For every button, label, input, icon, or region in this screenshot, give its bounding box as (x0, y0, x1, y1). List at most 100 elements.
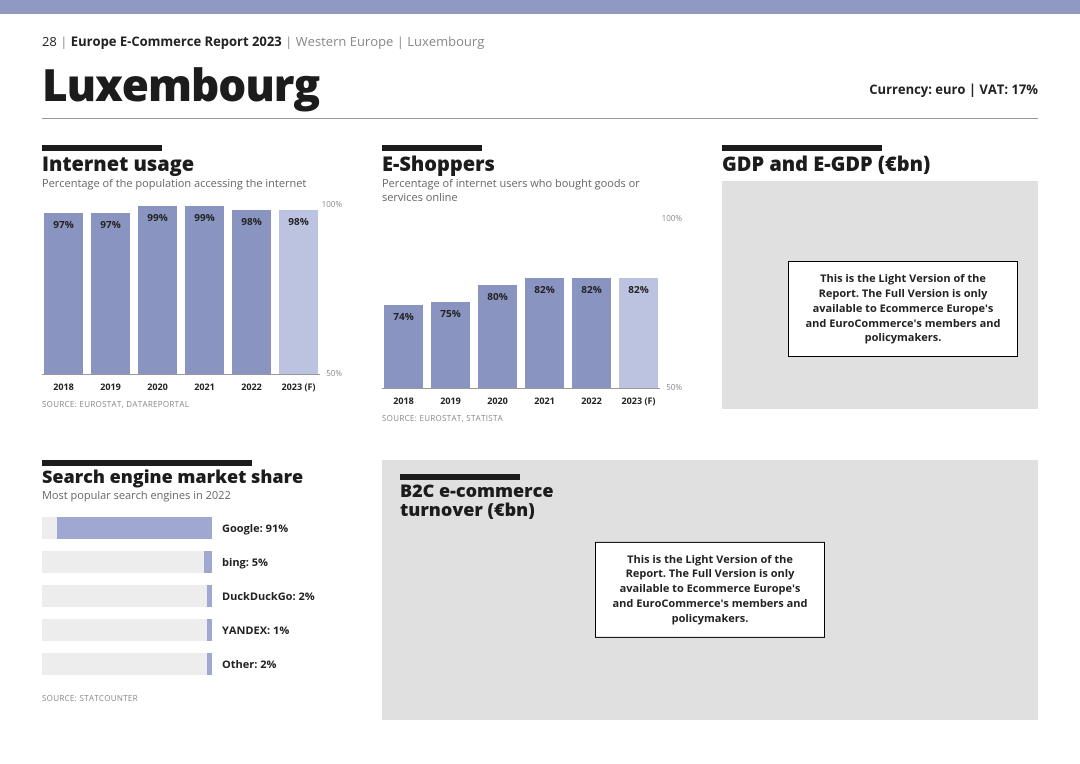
bar-wrap: 99% (185, 203, 224, 374)
hbar-row: DuckDuckGo: 2% (42, 585, 342, 607)
bar-value-label: 99% (185, 210, 224, 224)
bar-value-label: 82% (572, 282, 611, 296)
x-label: 2021 (185, 376, 224, 393)
source-text: SOURCE: EUROSTAT, STATISTA (382, 413, 682, 424)
gdp-section: GDP and E-GDP (€bn) This is the Light Ve… (722, 145, 1038, 424)
bar: 75% (431, 302, 470, 388)
hbar-label: YANDEX: 1% (222, 623, 289, 638)
bar-wrap: 74% (384, 217, 423, 388)
hbar-fill (204, 551, 213, 573)
bar: 99% (185, 206, 224, 374)
section-subtitle: Percentage of the population accessing t… (42, 177, 342, 191)
x-label: 2018 (384, 390, 423, 407)
bar-wrap: 97% (44, 203, 83, 374)
x-label: 2020 (138, 376, 177, 393)
bar-wrap: 98% (279, 203, 318, 374)
bar-wrap: 97% (91, 203, 130, 374)
bar: 97% (44, 213, 83, 374)
ytick-top: 100% (662, 213, 682, 224)
section-title: B2C e-commerce turnover (€bn) (400, 482, 600, 522)
country: Luxembourg (407, 32, 484, 50)
bar-wrap: 99% (138, 203, 177, 374)
hbar-row: bing: 5% (42, 551, 342, 573)
x-label: 2022 (232, 376, 271, 393)
hbar-fill (207, 653, 212, 675)
hbar-fill (57, 517, 212, 539)
hbar-fill (207, 585, 212, 607)
section-title: E-Shoppers (382, 153, 682, 175)
x-label: 2022 (572, 390, 611, 407)
section-subtitle: Most popular search engines in 2022 (42, 489, 342, 503)
x-label: 2020 (478, 390, 517, 407)
bar: 82% (525, 278, 564, 387)
page-number: 28 (42, 32, 57, 50)
hbar-label: Other: 2% (222, 657, 276, 672)
search-section: Search engine market share Most popular … (42, 460, 342, 720)
bar-wrap: 82% (572, 217, 611, 388)
bar-value-label: 97% (44, 217, 83, 231)
locked-message: This is the Light Version of the Report.… (788, 261, 1018, 357)
x-label: 2018 (44, 376, 83, 393)
bar-value-label: 82% (525, 282, 564, 296)
title-divider (42, 118, 1038, 119)
bar-value-label: 98% (232, 214, 271, 228)
section-title: Search engine market share (42, 468, 342, 488)
bar: 98% (232, 210, 271, 374)
bar-value-label: 74% (384, 309, 423, 323)
bar-wrap: 82% (619, 217, 658, 388)
ytick-bottom: 50% (666, 382, 682, 393)
hbar-track (42, 653, 212, 675)
bar: 97% (91, 213, 130, 374)
bar: 98% (279, 210, 318, 374)
bar: 82% (619, 278, 658, 387)
x-label: 2019 (431, 390, 470, 407)
bar-value-label: 99% (138, 210, 177, 224)
hbar-row: YANDEX: 1% (42, 619, 342, 641)
bar: 80% (478, 285, 517, 388)
internet-usage-section: Internet usage Percentage of the populat… (42, 145, 342, 424)
hbar-track (42, 619, 212, 641)
bar-value-label: 80% (478, 289, 517, 303)
x-label: 2021 (525, 390, 564, 407)
eshoppers-chart: 100% 74%75%80%82%82%82% 50% 201820192020… (382, 217, 682, 407)
region: Western Europe (296, 32, 394, 50)
bar-value-label: 98% (279, 214, 318, 228)
locked-message: This is the Light Version of the Report.… (595, 541, 825, 637)
bar-value-label: 82% (619, 282, 658, 296)
report-name: Europe E-Commerce Report 2023 (71, 32, 282, 50)
bar-wrap: 75% (431, 217, 470, 388)
internet-usage-chart: 100% 97%97%99%99%98%98% 50% 201820192020… (42, 203, 342, 393)
bar: 99% (138, 206, 177, 374)
hbar-label: bing: 5% (222, 555, 268, 570)
hbar-track (42, 551, 212, 573)
section-subtitle: Percentage of internet users who bought … (382, 177, 682, 205)
hbar-label: DuckDuckGo: 2% (222, 589, 315, 604)
eshoppers-section: E-Shoppers Percentage of internet users … (382, 145, 682, 424)
bar-value-label: 97% (91, 217, 130, 231)
top-accent-bar (0, 0, 1080, 14)
ytick-bottom: 50% (326, 368, 342, 379)
x-label: 2023 (F) (619, 390, 658, 407)
bar: 74% (384, 305, 423, 387)
bar: 82% (572, 278, 611, 387)
ytick-top: 100% (322, 199, 342, 210)
bar-wrap: 80% (478, 217, 517, 388)
section-title: GDP and E-GDP (€bn) (722, 153, 1038, 175)
breadcrumb: 28 | Europe E-Commerce Report 2023 | Wes… (42, 32, 1038, 50)
hbar-fill (207, 619, 212, 641)
locked-panel: This is the Light Version of the Report.… (722, 181, 1038, 409)
currency-vat: Currency: euro | VAT: 17% (869, 80, 1038, 98)
section-title: Internet usage (42, 153, 342, 175)
source-text: SOURCE: STATCOUNTER (42, 693, 342, 704)
hbar-track (42, 517, 212, 539)
hbar-track (42, 585, 212, 607)
hbar-row: Other: 2% (42, 653, 342, 675)
hbar-row: Google: 91% (42, 517, 342, 539)
hbar-label: Google: 91% (222, 521, 288, 536)
x-label: 2023 (F) (279, 376, 318, 393)
bar-value-label: 75% (431, 306, 470, 320)
bar-wrap: 98% (232, 203, 271, 374)
x-label: 2019 (91, 376, 130, 393)
search-hbar-chart: Google: 91% bing: 5% DuckDuckGo: 2% YANDEX:… (42, 517, 342, 675)
bar-wrap: 82% (525, 217, 564, 388)
